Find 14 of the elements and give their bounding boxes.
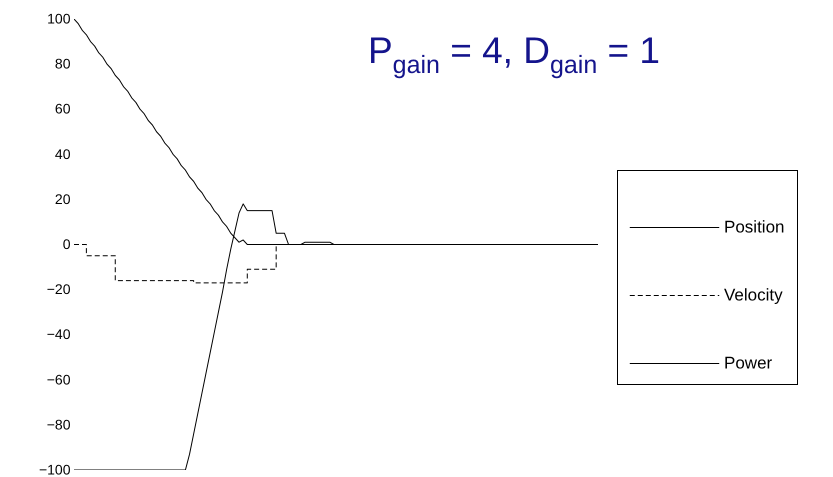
- y-tick-label: −80: [46, 416, 71, 432]
- y-tick-label: 60: [54, 100, 71, 117]
- y-tick-label: −100: [38, 462, 71, 477]
- y-tick-label: 80: [54, 56, 71, 72]
- text: Velocity: [724, 286, 784, 304]
- y-tick-label: 0: [62, 236, 71, 252]
- y-tick-label: −60: [46, 371, 71, 388]
- text: Position: [724, 218, 784, 236]
- text: Power: [724, 354, 773, 372]
- y-tick-label: 100: [47, 10, 71, 26]
- y-tick-label: −20: [46, 281, 71, 298]
- y-tick-label: −40: [46, 326, 71, 342]
- y-tick-label: 40: [54, 146, 71, 162]
- y-tick-label: 20: [54, 190, 71, 207]
